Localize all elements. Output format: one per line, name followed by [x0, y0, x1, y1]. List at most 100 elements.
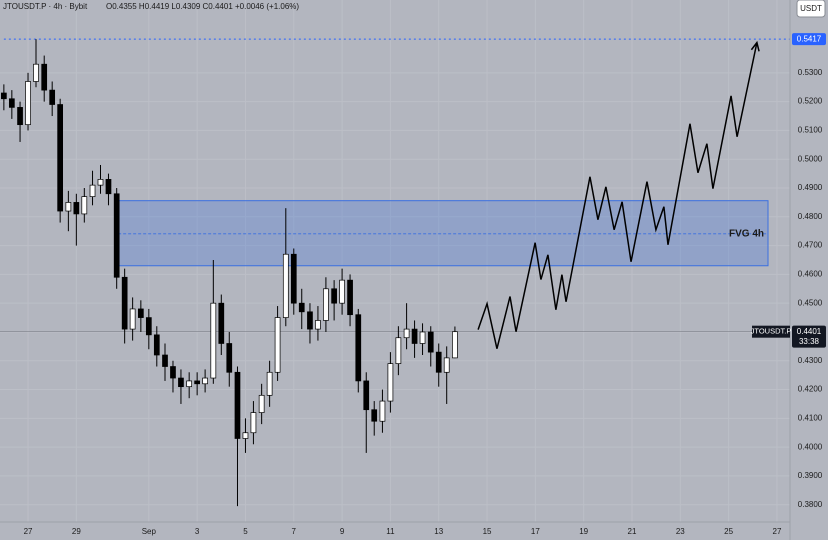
candle-body — [81, 196, 88, 215]
candle-body — [105, 179, 112, 195]
candle-body — [25, 81, 31, 126]
y-tick-label: 0.4000 — [798, 442, 823, 451]
candle-body — [363, 380, 370, 411]
y-tick-label: 0.4200 — [798, 385, 823, 394]
candle-body — [315, 320, 321, 330]
x-tick-label: 17 — [531, 527, 540, 536]
y-tick-label: 0.4700 — [798, 241, 823, 250]
candle-body — [113, 193, 120, 278]
candle-body — [331, 288, 337, 304]
y-tick-label: 0.5000 — [798, 154, 823, 163]
candle-body — [137, 308, 144, 318]
candle-body — [17, 107, 23, 126]
candle-body — [186, 380, 193, 388]
candle-body — [443, 357, 450, 373]
x-tick-label: 7 — [292, 527, 297, 536]
ohlc-legend: O0.4355 H0.4419 L0.4309 C0.4401 +0.0046 … — [106, 2, 299, 11]
x-tick-label: 29 — [72, 527, 81, 536]
candle-body — [33, 63, 39, 82]
plot: FVG 4h — [0, 38, 790, 507]
candle-body — [339, 279, 345, 304]
candle-body — [178, 377, 184, 388]
y-tick-label: 0.5200 — [798, 97, 823, 106]
candle-body — [194, 380, 200, 385]
candle-body — [427, 331, 434, 353]
candle-body — [65, 202, 72, 212]
x-tick-label: 15 — [483, 527, 492, 536]
candle-body — [129, 308, 136, 330]
y-tick-label: 0.3900 — [798, 471, 823, 480]
last-price-label: 0.4401 — [797, 327, 822, 336]
candle-body — [266, 371, 273, 396]
x-tick-label: 5 — [243, 527, 248, 536]
candle-body — [403, 328, 410, 339]
projection-path — [477, 42, 758, 349]
candle-body — [162, 354, 168, 367]
y-tick-label: 0.4600 — [798, 269, 823, 278]
x-tick-label: 13 — [434, 527, 443, 536]
currency-label[interactable]: USDT — [800, 4, 822, 13]
candle-body — [218, 302, 225, 344]
y-tick-label: 0.3800 — [798, 500, 823, 509]
projection-arrowhead — [750, 40, 760, 52]
fvg-zone — [117, 200, 769, 267]
candle-body — [1, 92, 7, 100]
candle-body — [387, 363, 394, 402]
symbol-label: JTOUSDT.P — [751, 327, 792, 336]
candle-body — [419, 331, 426, 344]
currency-button[interactable] — [796, 0, 826, 18]
candle-body — [121, 276, 128, 330]
fvg-label: FVG 4h — [729, 228, 764, 239]
y-tick-label: 0.4900 — [798, 183, 823, 192]
x-tick-label: 27 — [24, 527, 33, 536]
candle-body — [8, 98, 15, 108]
candle-body — [258, 394, 265, 413]
candle-body — [153, 334, 160, 356]
high-line-tag — [792, 33, 826, 46]
symbol-tag — [752, 325, 790, 338]
high-line-label: 0.5417 — [797, 34, 822, 43]
candle-body — [347, 279, 353, 316]
candle-body — [210, 302, 217, 379]
candle-body — [234, 371, 241, 439]
candle-body — [355, 314, 362, 382]
candle-body — [282, 253, 289, 318]
candle-body — [290, 253, 297, 304]
x-tick-label: 27 — [773, 527, 782, 536]
candle-body — [89, 184, 96, 197]
candle-body — [411, 328, 418, 344]
chart-title: JTOUSDT.P · 4h · Bybit — [3, 2, 88, 11]
candle-body — [170, 366, 176, 379]
candle-body — [97, 179, 104, 186]
candle-body — [371, 409, 378, 422]
x-tick-label: 23 — [676, 527, 685, 536]
candle-body — [57, 104, 64, 212]
candle-body — [49, 89, 56, 105]
y-tick-label: 0.5100 — [798, 126, 823, 135]
candle-body — [452, 331, 458, 359]
x-tick-label: 19 — [579, 527, 588, 536]
candle-body — [298, 302, 305, 313]
candle-body — [435, 351, 442, 373]
candle-body — [323, 288, 329, 321]
candle-body — [379, 400, 386, 422]
y-tick-label: 0.5300 — [798, 68, 823, 77]
x-tick-label: Sep — [142, 527, 157, 536]
candle-body — [395, 337, 402, 364]
candle-body — [307, 311, 313, 330]
y-tick-label: 0.4300 — [798, 356, 823, 365]
x-tick-label: 25 — [724, 527, 733, 536]
axes: 0.3800 0.3900 0.4000 0.4100 0.4200 0.4300 0.44… — [24, 33, 826, 536]
candle-body — [145, 317, 152, 336]
candle-body — [274, 317, 281, 373]
x-tick-label: 11 — [386, 527, 395, 536]
x-tick-label: 21 — [628, 527, 637, 536]
countdown-label: 33:38 — [799, 337, 820, 346]
y-tick-label: 0.4100 — [798, 413, 823, 422]
last-price-tag — [792, 325, 826, 348]
x-tick-label: 3 — [195, 527, 200, 536]
y-tick-label: 0.4800 — [798, 212, 823, 221]
candle-body — [226, 343, 233, 373]
